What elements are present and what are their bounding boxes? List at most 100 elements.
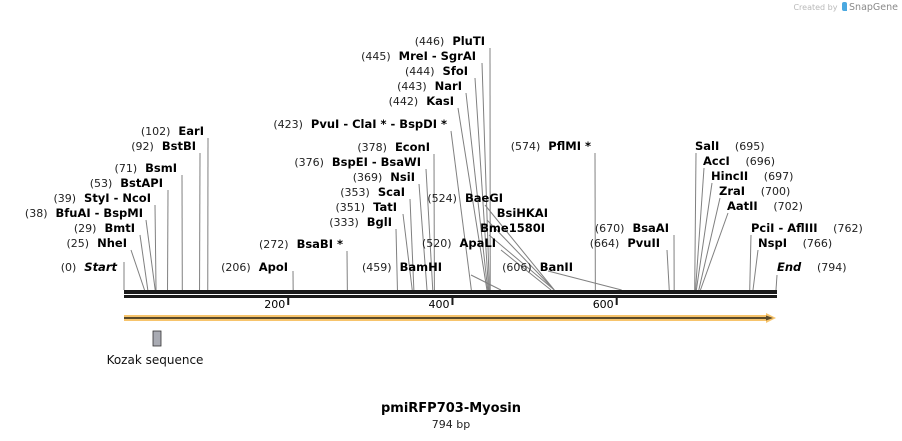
site-position: (762) (833, 222, 863, 235)
site-position: (574) (511, 140, 541, 153)
site-line (695, 182, 713, 291)
site-position: (369) (353, 171, 383, 184)
restriction-site-label[interactable]: (29) BmtI (74, 221, 135, 235)
site-position: (459) (362, 261, 392, 274)
restriction-site-label[interactable]: Bme1580I (480, 221, 545, 235)
site-position: (376) (294, 156, 324, 169)
site-position: (25) (67, 237, 90, 250)
site-line (402, 213, 413, 291)
restriction-site-label[interactable]: (446) PluTI (415, 34, 485, 48)
site-enzyme-name: MreI - SgrAI (399, 49, 476, 63)
site-position: (351) (336, 201, 366, 214)
site-enzyme-name: NsiI (390, 170, 415, 184)
restriction-site-label[interactable]: (443) NarI (397, 79, 462, 93)
restriction-site-label[interactable]: (25) NheI (67, 236, 127, 250)
site-enzyme-name: ZraI (719, 184, 745, 198)
restriction-site-label[interactable]: ZraI (700) (719, 184, 790, 198)
credit-brand: SnapGene (849, 2, 898, 13)
orf-feature-arrow[interactable] (124, 313, 776, 323)
site-line (139, 234, 149, 291)
site-line (484, 204, 555, 291)
site-position: (353) (340, 186, 370, 199)
restriction-site-label[interactable]: End (794) (777, 260, 847, 274)
site-line (547, 270, 622, 291)
site-enzyme-name: HincII (711, 169, 748, 183)
kozak-feature-box[interactable] (152, 330, 162, 347)
restriction-site-label[interactable]: (351) TatI (336, 200, 398, 214)
site-position: (206) (221, 261, 251, 274)
site-enzyme-name: SfoI (443, 64, 468, 78)
restriction-site-label[interactable]: (333) BglI (329, 215, 392, 229)
site-line (486, 219, 555, 291)
credit-prefix: Created by (793, 3, 838, 12)
site-enzyme-name: BstBI (162, 139, 196, 153)
site-enzyme-name: PvuI - ClaI * - BspDI * (311, 117, 447, 131)
ruler-tick (451, 298, 454, 305)
site-enzyme-name: ApaLI (460, 236, 497, 250)
restriction-site-label[interactable]: (574) PflMI * (511, 139, 591, 153)
site-labels: (0) Start (25) NheI(29) BmtI (38) BfuAI - BspM… (25, 34, 863, 274)
site-position: (524) (427, 192, 457, 205)
restriction-site-label[interactable]: SalI (695) (695, 139, 765, 153)
site-enzyme-name: SalI (695, 139, 719, 153)
site-position: (102) (141, 125, 171, 138)
site-enzyme-name: AatII (727, 199, 758, 213)
site-enzyme-name: KasI (426, 94, 454, 108)
site-position: (702) (773, 200, 803, 213)
site-enzyme-name: End (777, 260, 802, 274)
restriction-site-label[interactable]: AccI (696) (703, 154, 775, 168)
site-line (694, 152, 697, 291)
restriction-site-label[interactable]: (206) ApoI (221, 260, 288, 274)
restriction-site-label[interactable]: (39) StyI - NcoI (53, 191, 151, 205)
site-position: (378) (357, 141, 387, 154)
site-position: (697) (764, 170, 794, 183)
restriction-site-label[interactable]: (378) EconI (357, 140, 430, 154)
site-enzyme-name: PciI - AflIII (751, 221, 818, 235)
site-line (752, 249, 759, 291)
restriction-site-label[interactable]: (445) MreI - SgrAI (361, 49, 476, 63)
restriction-site-label[interactable]: (606) BanII (502, 260, 573, 274)
restriction-site-label[interactable]: (670) BsaAI (595, 221, 669, 235)
restriction-site-label[interactable]: (520) ApaLI (422, 236, 496, 250)
site-position: (520) (422, 237, 452, 250)
site-line (395, 228, 398, 291)
restriction-site-label[interactable]: (353) ScaI (340, 185, 405, 199)
restriction-site-label[interactable]: BsiHKAI (497, 206, 548, 220)
site-position: (39) (53, 192, 76, 205)
restriction-site-label[interactable]: (423) PvuI - ClaI * - BspDI * (273, 117, 447, 131)
restriction-site-label[interactable]: AatII (702) (727, 199, 803, 213)
restriction-site-label[interactable]: (53) BstAPI (90, 176, 163, 190)
restriction-site-label[interactable]: PciI - AflIII (762) (751, 221, 863, 235)
site-enzyme-name: BaeGI (465, 191, 503, 205)
restriction-site-label[interactable]: (459) BamHI (362, 260, 442, 274)
restriction-site-label[interactable]: (38) BfuAI - BspMI (25, 206, 143, 220)
site-position: (333) (329, 216, 359, 229)
ruler-tick (287, 298, 290, 305)
site-line (698, 197, 721, 291)
site-enzyme-name: BsmI (145, 161, 177, 175)
restriction-site-label[interactable]: NspI (766) (758, 236, 832, 250)
site-enzyme-name: AccI (703, 154, 730, 168)
restriction-site-label[interactable]: (442) KasI (389, 94, 454, 108)
site-position: (92) (131, 140, 154, 153)
site-enzyme-name: BanII (540, 260, 573, 274)
restriction-site-label[interactable]: (92) BstBI (131, 139, 196, 153)
site-line (465, 92, 489, 291)
restriction-site-label[interactable]: (444) SfoI (405, 64, 468, 78)
restriction-site-label[interactable]: (102) EarI (141, 124, 204, 138)
restriction-site-label[interactable]: (71) BsmI (115, 161, 177, 175)
site-line (154, 204, 157, 291)
restriction-site-label[interactable]: (376) BspEI - BsaWI (294, 155, 421, 169)
restriction-site-label[interactable]: HincII (697) (711, 169, 793, 183)
restriction-site-label[interactable]: (272) BsaBI * (259, 237, 343, 251)
ruler-tick-label: 600 (593, 298, 614, 311)
site-position: (664) (590, 237, 620, 250)
restriction-site-label[interactable]: (369) NsiI (353, 170, 415, 184)
restriction-site-label[interactable]: (664) PvuII (590, 236, 660, 250)
restriction-site-label[interactable]: (524) BaeGI (427, 191, 503, 205)
ruler-ticks: 200 400 600 (264, 298, 618, 311)
restriction-site-label[interactable]: (0) Start (61, 260, 118, 274)
site-position: (272) (259, 238, 289, 251)
site-enzyme-name: BglI (367, 215, 392, 229)
site-enzyme-name: EconI (395, 140, 430, 154)
